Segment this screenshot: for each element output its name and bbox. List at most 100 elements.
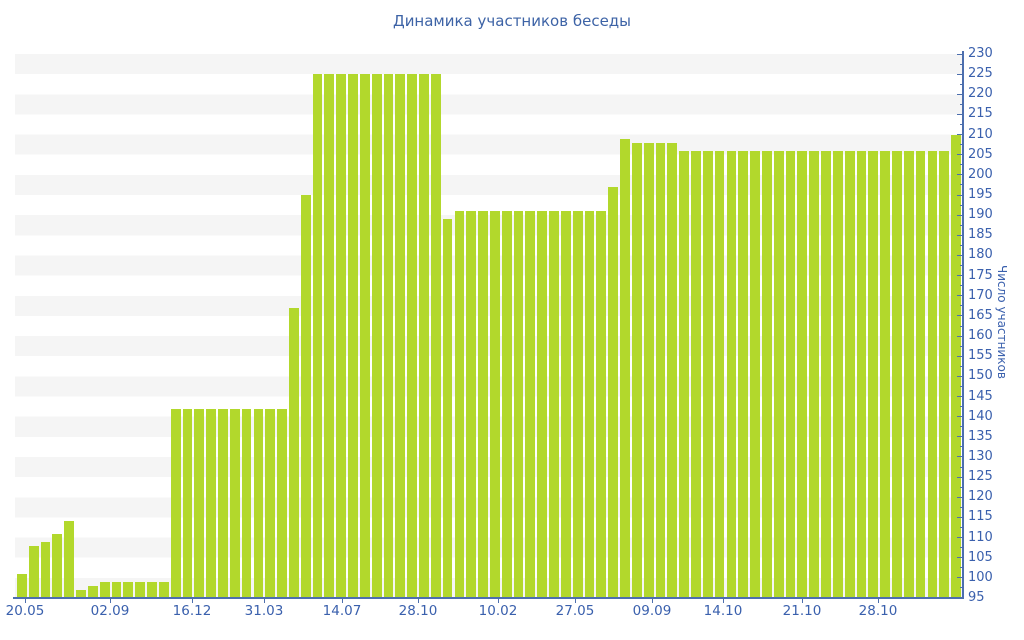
bar [206,408,216,598]
bar [596,211,607,598]
bar [147,581,157,598]
y-tick-label: 115 [968,509,993,525]
bar [194,408,205,598]
x-tick [802,599,803,603]
bar [52,533,63,598]
y-tick-label: 120 [968,489,993,505]
y-minor-tick [960,305,963,307]
y-minor-tick [960,506,963,508]
y-minor-tick [960,365,963,367]
y-tick-label: 150 [968,368,993,384]
bar [76,589,86,598]
bar [631,142,642,598]
bar [241,408,252,598]
y-tick [957,597,963,599]
x-axis-line [13,597,964,599]
y-tick-label: 135 [968,428,993,444]
y-minor-tick [960,265,963,267]
y-minor-tick [960,587,963,589]
y-minor-tick [960,325,963,327]
bar [336,74,347,598]
y-tick-label: 210 [968,126,993,142]
y-tick-label: 130 [968,448,993,464]
y-minor-tick [960,426,963,428]
y-minor-tick [960,204,963,206]
y-tick-label: 205 [968,146,993,162]
y-minor-tick [960,164,963,166]
y-tick-label: 105 [968,549,993,565]
bar [395,74,406,598]
y-tick [957,134,963,136]
x-tick [342,599,343,603]
y-tick [957,416,963,418]
bar [501,211,512,598]
bar [761,150,772,598]
bar [951,134,961,598]
y-minor-tick [960,285,963,287]
bar [288,307,299,598]
x-tick-label: 14.07 [322,603,362,619]
x-tick-label: 14.10 [703,603,743,619]
y-tick [957,557,963,559]
chart-title: Динамика участников беседы [392,12,632,30]
x-tick [25,599,26,603]
bar [608,186,619,598]
bar [407,74,418,598]
y-tick [957,355,963,357]
y-tick [957,436,963,438]
y-tick [957,335,963,337]
bar [620,138,630,598]
x-tick [575,599,576,603]
y-tick-label: 225 [968,66,993,82]
bar [277,408,287,598]
y-tick [957,154,963,156]
bar [643,142,654,598]
y-tick [957,174,963,176]
y-minor-tick [960,486,963,488]
y-tick [957,516,963,518]
bar [880,150,891,598]
y-axis-line [962,51,964,599]
y-tick-label: 180 [968,247,993,263]
bar [750,150,760,598]
y-tick-label: 110 [968,529,993,545]
y-minor-tick [960,83,963,85]
x-tick-label: 31.03 [244,603,284,619]
bar [419,74,429,598]
y-tick [957,456,963,458]
x-tick-label: 28.10 [398,603,438,619]
x-tick [192,599,193,603]
bar [17,573,27,598]
bar [655,142,666,598]
y-minor-tick [960,244,963,246]
bar [99,581,110,598]
bar [537,211,548,598]
x-tick [264,599,265,603]
bar [821,150,831,598]
y-tick [957,73,963,75]
bar [832,150,843,598]
bar [478,211,488,598]
bar [797,150,808,598]
bar [158,581,169,598]
bar [525,211,536,598]
bar [915,150,926,598]
bar [229,408,240,598]
y-tick [957,93,963,95]
bar [490,211,500,598]
bar [714,150,725,598]
bar [442,219,453,598]
y-tick-label: 155 [968,348,993,364]
bar [844,150,855,598]
y-minor-tick [960,406,963,408]
bar [28,545,39,598]
y-tick [957,214,963,216]
y-tick [957,295,963,297]
bar [667,142,678,598]
x-tick-label: 16.12 [172,603,212,619]
y-minor-tick [960,526,963,528]
bar [691,150,701,598]
bar [40,541,51,598]
bar [809,150,820,598]
